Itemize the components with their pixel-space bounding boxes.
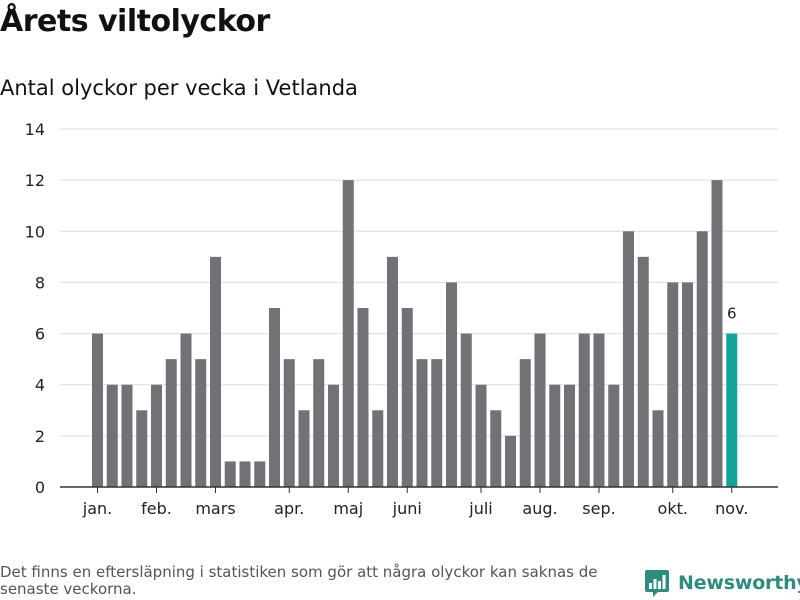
y-tick-label: 14 <box>25 120 45 139</box>
x-tick-label: okt. <box>658 499 688 518</box>
bar[interactable] <box>637 256 649 487</box>
bar[interactable] <box>224 461 236 487</box>
bar[interactable] <box>519 359 531 487</box>
chart-subtitle: Antal olyckor per vecka i Vetlanda <box>0 76 358 100</box>
bar[interactable] <box>106 384 118 487</box>
y-tick-label: 2 <box>35 427 45 446</box>
bar[interactable] <box>652 410 664 487</box>
bar[interactable] <box>623 231 634 487</box>
bar[interactable] <box>165 359 177 487</box>
bar[interactable] <box>180 333 192 487</box>
bar[interactable] <box>298 410 310 487</box>
highlight-value-label: 6 <box>727 305 737 323</box>
footnote: Det finns en eftersläpning i statistiken… <box>0 563 598 598</box>
bar[interactable] <box>593 333 605 487</box>
y-tick-label: 10 <box>25 222 45 241</box>
x-tick-label: aug. <box>522 499 557 518</box>
grid-lines <box>60 128 778 437</box>
bar[interactable] <box>667 282 679 487</box>
bars <box>92 180 738 487</box>
bar[interactable] <box>283 359 295 487</box>
x-tick-label: juni <box>392 499 422 518</box>
bar[interactable] <box>534 333 546 487</box>
bar[interactable] <box>121 384 133 487</box>
bar[interactable] <box>608 384 620 487</box>
bar[interactable] <box>460 333 472 487</box>
bar[interactable] <box>210 256 221 487</box>
bar[interactable] <box>578 333 590 487</box>
x-axis-ticks: jan. feb. mars apr. maj juni juli aug. sep. okt. n… <box>82 487 748 518</box>
x-tick-label: feb. <box>141 499 172 518</box>
y-axis-labels: 0 2 4 6 8 10 12 14 <box>25 120 45 497</box>
y-tick-label: 8 <box>35 273 45 292</box>
bar[interactable] <box>401 308 413 487</box>
bar[interactable] <box>269 308 280 487</box>
bar[interactable] <box>446 282 457 487</box>
bar[interactable] <box>136 410 148 487</box>
bar[interactable] <box>342 180 354 487</box>
bar[interactable] <box>357 308 369 487</box>
bar[interactable] <box>431 359 443 487</box>
bar[interactable] <box>711 180 723 487</box>
bar[interactable] <box>313 359 325 487</box>
bar[interactable] <box>254 461 266 487</box>
bar[interactable] <box>239 461 251 487</box>
y-tick-label: 0 <box>35 478 45 497</box>
x-tick-label: sep. <box>582 499 615 518</box>
y-tick-label: 12 <box>25 171 45 190</box>
annotations: 6 <box>727 305 737 323</box>
newsworthy-logo-icon <box>645 570 669 597</box>
bar[interactable] <box>505 435 516 487</box>
bar[interactable] <box>328 384 339 487</box>
bar-chart: 0 2 4 6 8 10 12 14 jan. feb. mars apr. maj juni juli a… <box>25 120 778 518</box>
y-tick-label: 4 <box>35 376 45 395</box>
x-tick-label: nov. <box>715 499 748 518</box>
bar[interactable] <box>372 410 384 487</box>
x-tick-label: jan. <box>82 499 112 518</box>
bar[interactable] <box>195 359 207 487</box>
bar[interactable] <box>416 359 428 487</box>
bar[interactable] <box>490 410 502 487</box>
y-tick-label: 6 <box>35 325 45 344</box>
bar[interactable] <box>564 384 575 487</box>
x-tick-label: apr. <box>274 499 304 518</box>
bar[interactable] <box>387 256 398 487</box>
x-tick-label: juli <box>468 499 492 518</box>
bar[interactable] <box>151 384 162 487</box>
bar[interactable] <box>475 384 487 487</box>
bar[interactable] <box>549 384 561 487</box>
bar[interactable] <box>696 231 708 487</box>
bar[interactable] <box>682 282 693 487</box>
brand-name: Newsworthy <box>678 572 800 594</box>
x-tick-label: maj <box>333 499 363 518</box>
bar[interactable] <box>92 333 103 487</box>
brand-logo[interactable]: Newsworthy <box>644 566 800 600</box>
chart-title: Årets viltolyckor <box>0 4 270 39</box>
x-tick-label: mars <box>195 499 235 518</box>
bar-current-week[interactable] <box>726 333 738 487</box>
